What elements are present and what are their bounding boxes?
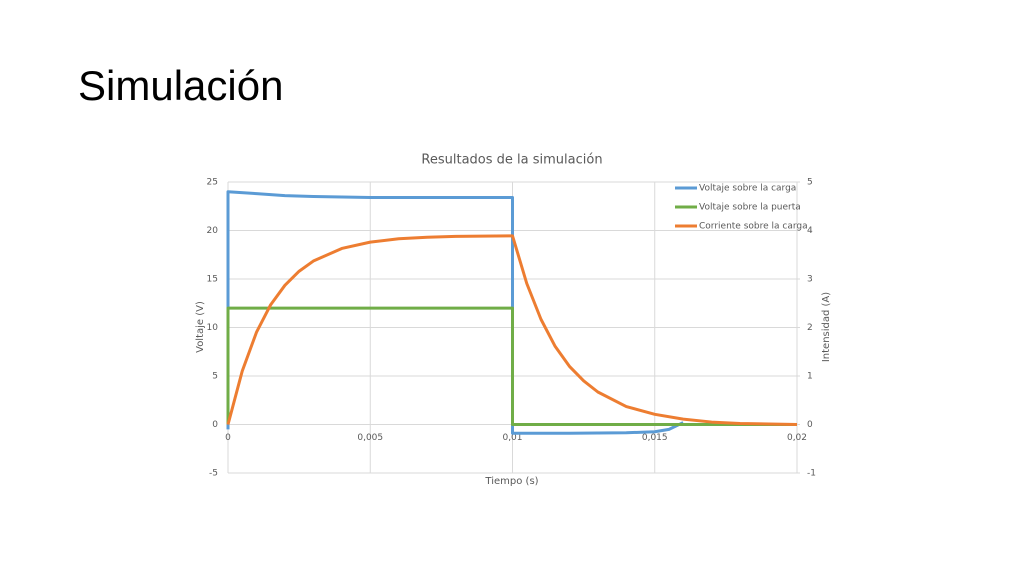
slide-title: Simulación xyxy=(78,62,283,109)
x-tick-label: 0,02 xyxy=(787,433,807,443)
legend-label: Voltaje sobre la carga xyxy=(699,184,796,194)
y2-axis-title: Intensidad (A) xyxy=(821,292,832,362)
y-tick-label: 25 xyxy=(207,178,218,188)
y-tick-label: 0 xyxy=(212,420,218,430)
y-axis-title: Voltaje (V) xyxy=(195,301,206,353)
y2-tick-label: 2 xyxy=(807,323,813,333)
y-tick-label: 15 xyxy=(207,275,218,285)
x-tick-label: 0,005 xyxy=(357,433,383,443)
x-tick-label: 0,015 xyxy=(642,433,668,443)
y2-tick-label: 1 xyxy=(807,372,813,382)
legend-label: Corriente sobre la carga xyxy=(699,222,808,232)
y2-tick-label: 4 xyxy=(807,226,813,236)
y2-tick-label: 3 xyxy=(807,275,813,285)
x-tick-label: 0 xyxy=(225,433,231,443)
legend-label: Voltaje sobre la puerta xyxy=(699,203,801,213)
y-tick-label: 10 xyxy=(207,323,219,333)
y-tick-label: -5 xyxy=(209,469,218,479)
x-tick-label: 0,01 xyxy=(502,433,522,443)
y2-tick-label: -1 xyxy=(807,469,816,479)
y2-tick-label: 0 xyxy=(807,420,813,430)
series-line xyxy=(226,234,798,426)
series-line xyxy=(226,190,684,435)
series-line xyxy=(226,306,797,426)
x-axis-title: Tiempo (s) xyxy=(484,476,538,487)
y2-tick-label: 5 xyxy=(807,178,813,188)
y-tick-label: 5 xyxy=(212,372,218,382)
y-tick-label: 20 xyxy=(207,226,219,236)
chart-title: Resultados de la simulación xyxy=(421,153,602,168)
